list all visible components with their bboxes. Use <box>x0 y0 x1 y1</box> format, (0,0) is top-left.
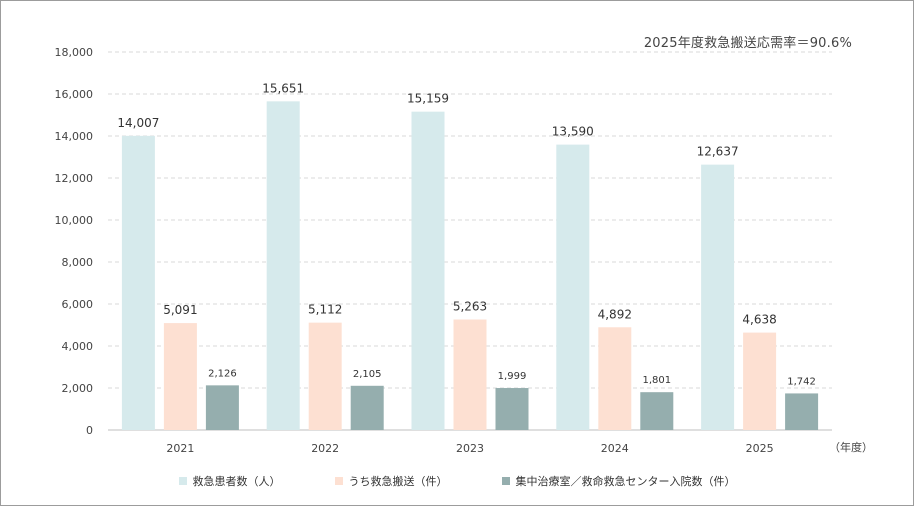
bar-series-1 <box>556 144 590 431</box>
bar-series-3 <box>785 393 819 430</box>
chart-annotation: 2025年度救急搬送応需率＝90.6% <box>643 36 852 51</box>
data-label: 2,105 <box>353 369 382 380</box>
x-tick-label: 2022 <box>311 442 339 455</box>
data-label: 14,007 <box>117 116 159 130</box>
data-label: 1,801 <box>642 375 671 386</box>
data-label: 1,742 <box>787 376 816 387</box>
legend-label-icu: 集中治療室／救命救急センター入院数（件） <box>515 475 736 488</box>
bar-series-2 <box>743 332 777 430</box>
legend: 救急患者数（人） うち救急搬送（件） 集中治療室／救命救急センター入院数（件） <box>0 473 914 489</box>
data-label: 15,651 <box>262 81 304 95</box>
x-tick-label: 2024 <box>601 442 629 455</box>
y-tick-label: 4,000 <box>62 340 94 353</box>
bar-series-1 <box>266 101 300 430</box>
data-label: 12,637 <box>697 145 739 159</box>
data-label: 5,112 <box>308 303 342 317</box>
legend-swatch-patients <box>178 477 187 485</box>
bar-series-2 <box>163 323 197 430</box>
data-label: 1,999 <box>498 371 527 382</box>
y-tick-label: 0 <box>86 424 93 437</box>
y-tick-label: 2,000 <box>62 382 94 395</box>
y-tick-label: 16,000 <box>55 88 94 101</box>
data-label: 2,126 <box>208 368 237 379</box>
x-axis-unit: （年度） <box>829 440 873 454</box>
bar-series-1 <box>121 135 155 430</box>
x-tick-label: 2021 <box>166 442 194 455</box>
bar-series-2 <box>453 319 487 430</box>
x-tick-label: 2023 <box>456 442 484 455</box>
bar-series-3 <box>350 385 384 430</box>
x-tick-label: 2025 <box>746 442 774 455</box>
y-tick-label: 6,000 <box>62 298 94 311</box>
bar-series-3 <box>205 385 239 430</box>
legend-item-transports: うち救急搬送（件） <box>334 473 448 489</box>
data-label: 4,892 <box>598 307 632 321</box>
legend-label-transports: うち救急搬送（件） <box>348 475 448 488</box>
y-tick-label: 18,000 <box>55 46 94 59</box>
bar-series-1 <box>411 111 445 430</box>
legend-item-patients: 救急患者数（人） <box>178 473 281 489</box>
bar-series-2 <box>598 327 632 430</box>
y-tick-label: 12,000 <box>55 172 94 185</box>
data-label: 5,091 <box>163 303 197 317</box>
legend-label-patients: 救急患者数（人） <box>192 475 281 488</box>
y-tick-label: 14,000 <box>55 130 94 143</box>
data-label: 5,263 <box>453 299 487 313</box>
data-label: 15,159 <box>407 92 449 106</box>
data-label: 4,638 <box>742 313 776 327</box>
y-tick-label: 10,000 <box>55 214 94 227</box>
legend-swatch-icu <box>501 477 510 485</box>
legend-item-icu: 集中治療室／救命救急センター入院数（件） <box>501 473 736 489</box>
bar-series-3 <box>640 392 674 430</box>
bar-series-3 <box>495 388 529 430</box>
y-tick-label: 8,000 <box>62 256 94 269</box>
legend-swatch-transports <box>334 477 343 485</box>
data-label: 13,590 <box>552 125 594 139</box>
bar-series-2 <box>308 322 342 430</box>
bar-series-1 <box>701 164 735 431</box>
